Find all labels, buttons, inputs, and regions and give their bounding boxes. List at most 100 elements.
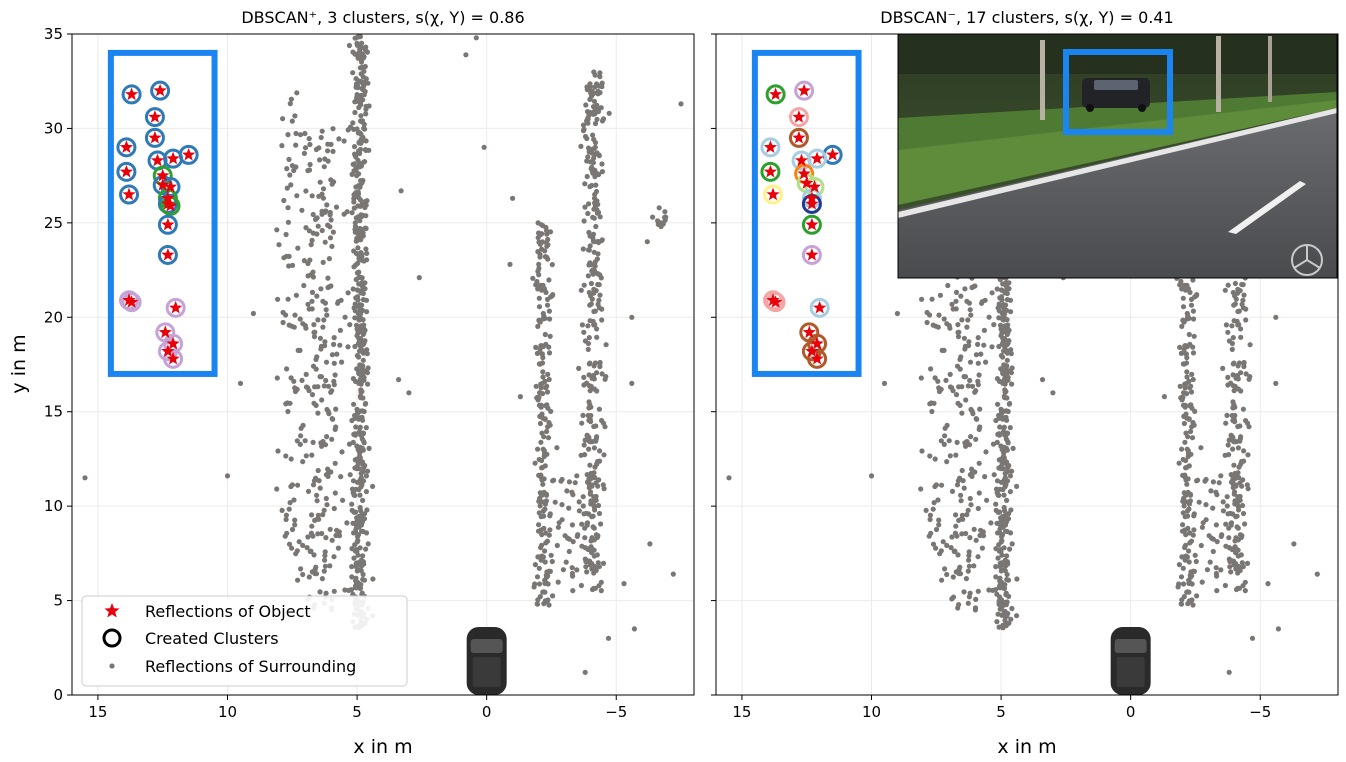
surrounding-point bbox=[536, 456, 542, 463]
surrounding-point bbox=[994, 286, 1000, 292]
surrounding-point bbox=[1189, 424, 1195, 430]
surrounding-point bbox=[1161, 394, 1167, 400]
surrounding-point bbox=[944, 571, 950, 578]
surrounding-point bbox=[981, 342, 987, 348]
surrounding-point bbox=[353, 530, 359, 536]
surrounding-point bbox=[586, 438, 592, 444]
object-star bbox=[800, 176, 814, 189]
surrounding-point bbox=[584, 84, 590, 90]
surrounding-point bbox=[279, 143, 285, 149]
cluster-circle bbox=[765, 292, 786, 313]
surrounding-point bbox=[1188, 383, 1194, 389]
surrounding-point bbox=[544, 243, 550, 249]
surrounding-point bbox=[1191, 333, 1197, 339]
surrounding-point bbox=[928, 530, 934, 536]
surrounding-point bbox=[582, 133, 589, 140]
surrounding-point bbox=[351, 126, 357, 132]
surrounding-point bbox=[569, 570, 576, 577]
surrounding-point bbox=[365, 381, 371, 387]
surrounding-point bbox=[304, 545, 310, 551]
surrounding-point bbox=[325, 466, 331, 472]
surrounding-point bbox=[966, 553, 972, 559]
object-star bbox=[150, 153, 165, 167]
surrounding-point bbox=[601, 452, 607, 458]
surrounding-point bbox=[1230, 446, 1236, 452]
surrounding-point bbox=[594, 434, 600, 440]
surrounding-point bbox=[363, 213, 369, 219]
surrounding-point bbox=[1273, 314, 1279, 320]
surrounding-point bbox=[1190, 350, 1197, 356]
surrounding-point bbox=[976, 460, 982, 466]
surrounding-point bbox=[1184, 481, 1190, 487]
surrounding-point bbox=[1204, 567, 1210, 573]
surrounding-point bbox=[285, 205, 291, 211]
legend-label-surrounding: Reflections of Surrounding bbox=[145, 657, 356, 676]
object-star bbox=[161, 217, 175, 231]
surrounding-point bbox=[1184, 369, 1190, 375]
surrounding-point bbox=[308, 242, 314, 248]
surrounding-point bbox=[1183, 287, 1189, 293]
surrounding-point bbox=[933, 545, 939, 551]
surrounding-point bbox=[1210, 536, 1216, 542]
surrounding-point bbox=[580, 122, 587, 128]
surrounding-point bbox=[598, 275, 604, 281]
surrounding-point bbox=[1183, 411, 1189, 417]
cluster-circle bbox=[788, 127, 809, 148]
surrounding-point bbox=[362, 462, 368, 469]
surrounding-point bbox=[1228, 472, 1234, 478]
surrounding-point bbox=[585, 340, 592, 347]
surrounding-point bbox=[316, 478, 322, 484]
surrounding-point bbox=[286, 156, 292, 162]
surrounding-point bbox=[538, 439, 544, 445]
surrounding-point bbox=[580, 412, 586, 418]
surrounding-point bbox=[944, 422, 950, 428]
surrounding-point bbox=[596, 297, 602, 303]
surrounding-point bbox=[355, 297, 361, 303]
surrounding-point bbox=[1183, 465, 1189, 471]
surrounding-point bbox=[295, 577, 301, 583]
surrounding-point bbox=[950, 574, 956, 580]
surrounding-point bbox=[1235, 494, 1241, 500]
surrounding-point bbox=[969, 383, 976, 389]
surrounding-point bbox=[1241, 292, 1247, 298]
surrounding-point bbox=[280, 116, 286, 122]
surrounding-point bbox=[540, 369, 546, 375]
surrounding-point bbox=[932, 375, 938, 381]
surrounding-point bbox=[956, 384, 962, 390]
surrounding-point bbox=[324, 312, 330, 318]
legend-dot-marker bbox=[109, 663, 115, 669]
surrounding-point bbox=[998, 408, 1005, 415]
surrounding-point bbox=[283, 512, 289, 518]
surrounding-point bbox=[517, 394, 524, 400]
surrounding-point bbox=[990, 441, 997, 447]
surrounding-point bbox=[968, 434, 974, 440]
surrounding-point bbox=[945, 282, 951, 289]
surrounding-point bbox=[329, 352, 335, 358]
surrounding-point bbox=[1230, 335, 1236, 341]
surrounding-point bbox=[1314, 571, 1320, 577]
surrounding-point bbox=[1004, 576, 1010, 583]
surrounding-point bbox=[1229, 323, 1235, 329]
cluster-circle bbox=[791, 150, 812, 171]
surrounding-point bbox=[1210, 505, 1216, 511]
surrounding-point bbox=[326, 256, 332, 262]
surrounding-point bbox=[321, 507, 327, 513]
surrounding-point bbox=[585, 120, 591, 126]
surrounding-point bbox=[366, 147, 372, 153]
surrounding-point bbox=[1200, 520, 1206, 526]
surrounding-point bbox=[320, 259, 326, 265]
surrounding-point bbox=[363, 530, 370, 536]
surrounding-point bbox=[542, 548, 548, 554]
surrounding-point bbox=[933, 482, 940, 488]
surrounding-point bbox=[578, 143, 584, 149]
cluster-circle bbox=[807, 348, 828, 369]
surrounding-point bbox=[361, 125, 367, 131]
surrounding-point bbox=[924, 309, 930, 316]
surrounding-point bbox=[349, 171, 355, 177]
surrounding-point bbox=[539, 465, 545, 471]
surrounding-point bbox=[1007, 489, 1014, 495]
surrounding-point bbox=[955, 400, 961, 406]
surrounding-point bbox=[930, 541, 937, 547]
surrounding-point bbox=[1002, 609, 1008, 615]
object-star bbox=[166, 351, 180, 365]
